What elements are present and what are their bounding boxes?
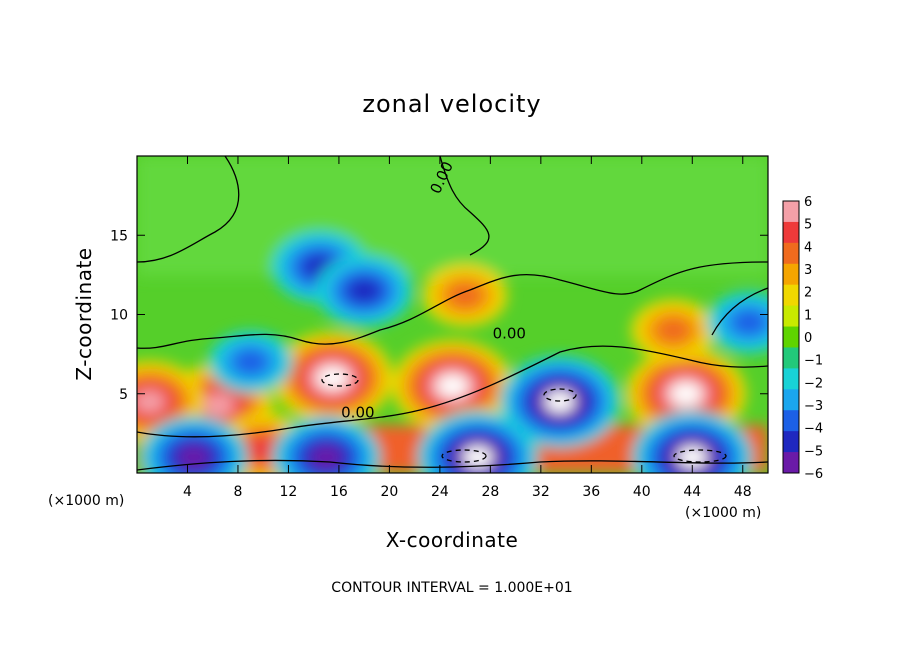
positive-velocity-region: [631, 299, 716, 362]
field-level-shape: [347, 278, 381, 303]
colorbar-segment: [783, 347, 799, 369]
contour-line: [137, 459, 768, 471]
colorbar: 6 5 4 3 2 1 0 −1 −2 −3 −4 −5 −6: [782, 195, 823, 482]
colorbar-segment: [783, 221, 799, 244]
x-tick-label: 32: [532, 484, 550, 500]
contour-line: [137, 261, 768, 349]
negative-contour-line: [321, 373, 359, 387]
colorbar-segment: [783, 305, 799, 328]
y-axis-label: Z-coordinate: [72, 247, 96, 380]
field-level-shape: [246, 437, 280, 462]
y-tick-label: 15: [110, 228, 128, 244]
field-level-shape: [203, 393, 235, 417]
x-tick-label: 40: [633, 484, 651, 500]
x-tick-label: 48: [734, 484, 752, 500]
negative-velocity-region: [208, 331, 293, 394]
contour-line: [137, 345, 768, 438]
y-tick-label: 10: [110, 308, 128, 324]
colorbar-tick-label: −3: [804, 399, 823, 414]
colorbar-tick-label: −4: [804, 422, 823, 437]
colorbar-tick-label: 3: [804, 263, 812, 278]
negative-velocity-region: [632, 411, 753, 473]
field-level-shape: [655, 317, 692, 344]
field-level-shape: [137, 390, 166, 414]
field-level-shape: [544, 390, 575, 413]
negative-contour-line: [441, 449, 487, 463]
colorbar-segment: [783, 452, 799, 474]
x-tick-label: 36: [582, 484, 600, 500]
colorbar-segment: [783, 326, 799, 348]
colorbar-tick-label: 0: [804, 331, 812, 346]
negative-contour-line: [673, 449, 727, 463]
x-axis-label: X-coordinate: [386, 528, 519, 552]
x-tick-label: 12: [280, 484, 298, 500]
colorbar-segment: [783, 431, 799, 453]
chart-title: zonal velocity: [362, 90, 541, 118]
field-level-shape: [317, 366, 348, 389]
contour-labels: 0.000.000.00: [341, 159, 526, 422]
field-level-shape: [437, 374, 468, 397]
y-axis: 5 10 15: [110, 228, 768, 403]
negative-velocity-region: [271, 230, 368, 303]
colorbar-tick-label: −5: [804, 444, 823, 459]
colorbar-tick-label: −6: [804, 467, 823, 482]
x-unit-label-right: (×1000 m): [685, 505, 761, 521]
negative-velocity-region: [316, 254, 413, 327]
colorbar-segment: [783, 263, 799, 286]
plot-area: [137, 156, 768, 473]
contour-lines: [137, 156, 768, 471]
field-level-shape: [310, 445, 342, 469]
colorbar-tick-label: −1: [804, 354, 823, 369]
x-tick-label: 28: [481, 484, 499, 500]
colorbar-segment: [783, 410, 799, 432]
x-tick-label: 4: [183, 484, 192, 500]
x-tick-label: 44: [683, 484, 701, 500]
colorbar-tick-label: −2: [804, 376, 823, 391]
x-tick-label: 8: [233, 484, 242, 500]
contour-line: [711, 287, 768, 336]
colorbar-tick-label: 2: [804, 286, 812, 301]
colorbar-segment: [783, 242, 799, 265]
contour-interval-note: CONTOUR INTERVAL = 1.000E+01: [331, 580, 572, 596]
x-tick-label: 20: [380, 484, 398, 500]
x-tick-label: 16: [330, 484, 348, 500]
negative-velocity-region: [139, 416, 248, 473]
negative-velocity-region: [707, 291, 768, 354]
positive-velocity-region: [272, 331, 393, 424]
x-unit-label-left: (×1000 m): [48, 493, 124, 509]
colorbar-tick-label: 4: [804, 240, 812, 255]
contour-label: 0.00: [493, 324, 526, 342]
field-level-shape: [462, 446, 493, 469]
colorbar-segment: [783, 201, 799, 223]
contour-line: [137, 156, 240, 263]
colorbar-tick-label: 5: [804, 218, 812, 233]
negative-velocity-region: [499, 355, 620, 448]
x-axis: 4 8 12 16 20 24 28 32 36 40 44 48: [183, 156, 752, 500]
y-tick-label: 5: [119, 387, 128, 403]
field-level-shape: [670, 382, 701, 405]
negative-contour-line: [543, 388, 577, 402]
colorbar-frame: [782, 200, 800, 474]
contour-line: [439, 156, 490, 256]
x-tick-label: 24: [431, 484, 449, 500]
colorbar-segment: [783, 368, 799, 390]
field-level-shape: [232, 349, 269, 376]
field-upper-band: [137, 156, 768, 276]
positive-velocity-region: [423, 264, 508, 327]
contour-label: 0.00: [341, 404, 374, 422]
colorbar-segment: [783, 389, 799, 411]
colorbar-segment: [783, 284, 799, 307]
field-level-shape: [731, 309, 768, 336]
colorbar-tick-label: 1: [804, 308, 812, 323]
colorbar-tick-label: 6: [804, 195, 812, 210]
